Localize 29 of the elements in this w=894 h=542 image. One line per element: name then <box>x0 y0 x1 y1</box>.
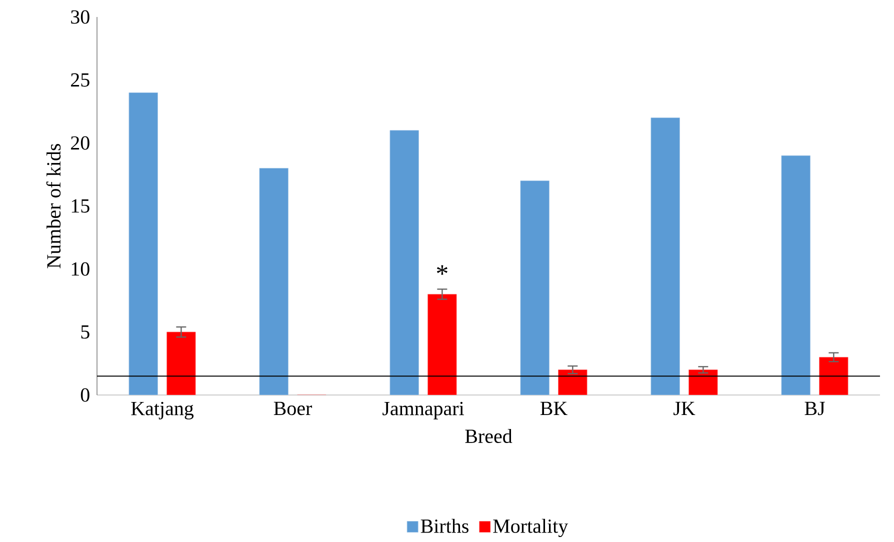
bar <box>558 370 588 396</box>
y-tick-label: 30 <box>71 10 90 24</box>
bar <box>166 332 196 396</box>
y-tick-label: 10 <box>72 262 90 276</box>
y-axis-title: Number of kids <box>46 144 61 268</box>
bar <box>650 118 680 396</box>
annotation: * <box>436 265 448 275</box>
y-tick-label: 20 <box>71 136 90 150</box>
y-tick-label: 15 <box>72 199 90 213</box>
bar <box>390 130 419 396</box>
legend-label: Births <box>420 518 468 533</box>
bar <box>259 168 288 396</box>
x-tick-label: BK <box>540 402 568 416</box>
bar <box>819 357 848 396</box>
x-tick-label: Boer <box>274 402 312 416</box>
y-tick-label: 25 <box>71 73 90 87</box>
bar <box>688 370 718 396</box>
bar <box>428 294 457 396</box>
bar <box>520 180 550 396</box>
legend-label: Mortality <box>493 518 568 538</box>
x-tick-label: BJ <box>804 402 825 416</box>
bar <box>781 155 810 396</box>
x-tick-label: Katjang <box>131 402 194 420</box>
x-axis-title: Breed <box>465 428 512 444</box>
y-tick-label: 0 <box>80 388 90 402</box>
x-tick-label: Jamnapari <box>382 402 464 420</box>
x-tick-label: JK <box>674 402 696 416</box>
y-tick-label: 5 <box>81 325 90 339</box>
bar <box>128 92 158 396</box>
